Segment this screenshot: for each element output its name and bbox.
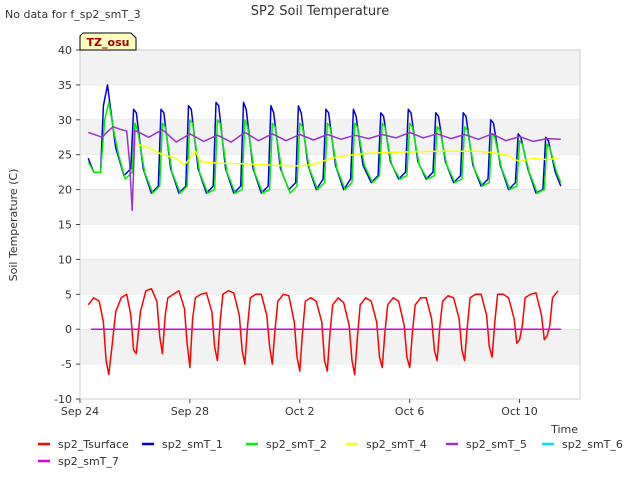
legend-label: sp2_smT_5 (466, 438, 527, 451)
x-axis-label: Time (550, 423, 578, 436)
y-tick-label: 25 (58, 149, 72, 162)
y-tick-label: 30 (58, 114, 72, 127)
grid-band (80, 189, 580, 225)
chart-title: SP2 Soil Temperature (251, 4, 389, 19)
legend-label: sp2_Tsurface (58, 438, 129, 451)
series-line-sp2-smt-5 (87, 126, 561, 212)
y-tick-label: 5 (65, 288, 72, 301)
series-layer (87, 84, 562, 376)
series-line-sp2-tsurface (87, 287, 559, 376)
legend-label: sp2_smT_7 (58, 455, 119, 468)
legend: sp2_Tsurface sp2_smT_1 sp2_smT_2 sp2_smT_4 s… (38, 438, 623, 468)
tz-badge: TZ_osu (79, 32, 137, 51)
x-tick-label: Oct 10 (501, 405, 538, 418)
series-line-sp2-smt-4 (137, 143, 559, 167)
grid-band (80, 259, 580, 295)
no-data-note: No data for f_sp2_smT_3 (5, 8, 141, 21)
x-tick-label: Sep 24 (61, 405, 99, 418)
x-axis-ticks: Sep 24 Sep 28 Oct 2 Oct 6 Oct 10 (61, 399, 538, 418)
legend-label: sp2_smT_1 (162, 438, 223, 451)
y-tick-label: 0 (65, 323, 72, 336)
x-tick-label: Oct 2 (285, 405, 315, 418)
legend-label: sp2_smT_4 (366, 438, 427, 451)
y-axis-ticks: -10 -5 0 5 10 15 20 25 30 35 40 (54, 44, 80, 406)
x-tick-label: Sep 28 (171, 405, 209, 418)
grid-band (80, 50, 580, 85)
legend-label: sp2_smT_2 (266, 438, 327, 451)
x-tick-label: Oct 6 (395, 405, 425, 418)
legend-label: sp2_smT_6 (562, 438, 623, 451)
y-axis-label: Soil Temperature (C) (7, 169, 20, 282)
y-tick-label: 10 (58, 253, 72, 266)
y-tick-label: 40 (58, 44, 72, 57)
series-line-sp2-smt-2 (87, 101, 562, 194)
y-tick-label: -5 (61, 358, 72, 371)
y-tick-label: 20 (58, 184, 72, 197)
y-tick-label: -10 (54, 393, 72, 406)
y-tick-label: 35 (58, 79, 72, 92)
tz-badge-label: TZ_osu (87, 36, 130, 49)
y-tick-label: 15 (58, 219, 72, 232)
series-line-sp2-smt-1 (87, 84, 562, 194)
